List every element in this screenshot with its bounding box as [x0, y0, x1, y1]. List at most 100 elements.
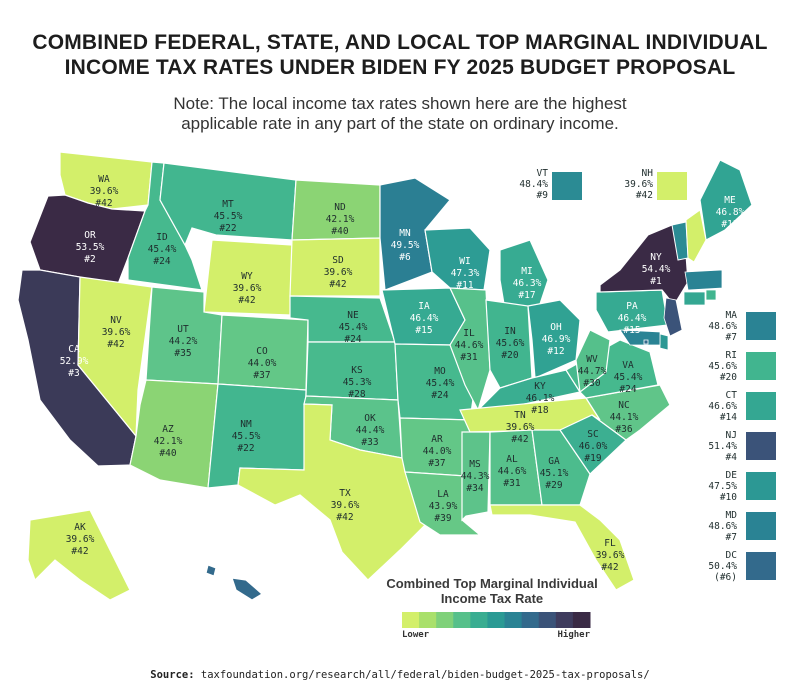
state-label-ms-abbr: MS — [469, 459, 481, 470]
state-shape-wv[interactable] — [575, 329, 611, 394]
legend-swatch-5 — [487, 612, 506, 628]
state-label-sc-rate: 46.0% — [579, 441, 608, 452]
state-label-ut-abbr: UT — [177, 324, 189, 335]
state-shape-md[interactable] — [619, 329, 661, 346]
state-label-hi-rate: 50.6% — [198, 587, 227, 598]
state-label-wv-rate: 44.7% — [578, 366, 607, 377]
side-key-swatch-ct[interactable] — [746, 392, 776, 420]
side-key-swatch-dc[interactable] — [746, 552, 776, 580]
side-key-swatch-md[interactable] — [746, 512, 776, 540]
state-label-me-abbr: ME — [724, 195, 736, 206]
state-label-al-rank: #31 — [503, 478, 520, 489]
callout-vt-abbr: VT — [537, 168, 549, 179]
state-shape-ga[interactable] — [531, 429, 591, 506]
side-key-swatch-ma[interactable] — [746, 312, 776, 340]
state-shape-fl[interactable] — [489, 504, 635, 591]
legend-title-line-2: Income Tax Rate — [441, 591, 543, 606]
map-note: Note: The local income tax rates shown h… — [0, 94, 800, 134]
callout-nh-abbr: NH — [642, 168, 654, 179]
state-label-hi-rank: #5 — [206, 599, 217, 610]
source-url[interactable]: taxfoundation.org/research/all/federal/b… — [200, 669, 650, 681]
state-label-fl-rank: #42 — [601, 562, 618, 573]
side-key-ma-rate: 48.6% — [708, 321, 737, 332]
state-label-ks-rank: #28 — [348, 389, 365, 400]
state-shape-ma[interactable] — [684, 269, 723, 291]
state-label-ak-rank: #42 — [71, 546, 88, 557]
side-key-nj-rank: #4 — [726, 452, 738, 463]
state-label-tn-rank: #42 — [511, 434, 528, 445]
state-label-ky-rate: 46.1% — [526, 393, 555, 404]
state-label-la-abbr: LA — [437, 489, 449, 500]
side-key-md-rank: #7 — [726, 532, 737, 543]
state-shape-ms[interactable] — [461, 431, 491, 522]
legend-high-label: Higher — [557, 629, 590, 640]
state-shape-ca[interactable] — [17, 269, 137, 467]
state-shape-de[interactable] — [659, 333, 669, 351]
state-label-mn-abbr: MN — [399, 228, 411, 239]
side-key-swatch-ri[interactable] — [746, 352, 776, 380]
legend-swatch-3 — [453, 612, 471, 628]
state-label-id-rate: 45.4% — [148, 244, 177, 255]
state-label-nm-rate: 45.5% — [232, 431, 261, 442]
state-shape-ct[interactable] — [683, 291, 706, 306]
state-shape-nc[interactable] — [585, 384, 671, 441]
state-label-ak-rate: 39.6% — [66, 534, 95, 545]
state-shape-sd[interactable] — [289, 237, 381, 297]
state-label-ak-abbr: AK — [74, 522, 86, 533]
state-label-ky-abbr: KY — [534, 381, 546, 392]
state-label-wa-abbr: WA — [98, 174, 110, 185]
state-shape-nj[interactable] — [663, 297, 683, 337]
legend-swatch-9 — [555, 612, 574, 628]
callout-vt-rate: 48.4% — [519, 179, 548, 190]
state-shape-tx[interactable] — [237, 403, 431, 581]
callout-swatch-nh[interactable] — [657, 172, 687, 200]
state-label-il-rate: 44.6% — [455, 340, 484, 351]
state-label-ut-rank: #35 — [174, 348, 191, 359]
state-shape-hi[interactable] — [205, 564, 264, 601]
state-label-mt-abbr: MT — [222, 199, 234, 210]
callout-swatch-vt[interactable] — [552, 172, 582, 200]
state-label-va-abbr: VA — [622, 360, 634, 371]
side-key-ma-abbr: MA — [726, 310, 738, 321]
state-shape-ny[interactable] — [599, 224, 689, 307]
state-shape-az[interactable] — [129, 379, 219, 489]
state-label-mo-rate: 45.4% — [426, 378, 455, 389]
state-label-la-rate: 43.9% — [429, 501, 458, 512]
state-label-ar-rate: 44.0% — [423, 446, 452, 457]
state-label-wy-rank: #42 — [238, 295, 255, 306]
state-label-tx-rank: #42 — [336, 512, 353, 523]
state-label-pa-rank: #15 — [623, 325, 640, 336]
legend-swatch-0 — [402, 612, 420, 628]
side-key-swatch-nj[interactable] — [746, 432, 776, 460]
state-shape-nh[interactable] — [685, 209, 707, 263]
state-label-nc-abbr: NC — [618, 400, 629, 411]
side-key-ct-rank: #14 — [720, 412, 737, 423]
state-label-nc-rate: 44.1% — [610, 412, 639, 423]
state-label-oh-rank: #12 — [547, 346, 564, 357]
side-key-ct-rate: 46.6% — [708, 401, 737, 412]
state-shape-ri[interactable] — [705, 289, 717, 301]
state-label-co-abbr: CO — [256, 346, 268, 357]
state-shape-ak[interactable] — [27, 509, 131, 601]
legend-low-label: Lower — [402, 630, 430, 640]
state-label-sd-abbr: SD — [332, 255, 344, 266]
state-label-ks-rate: 45.3% — [343, 377, 372, 388]
state-label-id-rank: #24 — [153, 256, 170, 267]
state-shape-dc[interactable] — [643, 339, 649, 345]
state-label-il-rank: #31 — [460, 352, 477, 363]
state-label-az-rank: #40 — [159, 448, 176, 459]
state-shape-nv[interactable] — [77, 276, 153, 438]
state-label-nm-abbr: NM — [240, 419, 252, 430]
state-label-mn-rate: 49.5% — [391, 240, 420, 251]
side-key-swatch-de[interactable] — [746, 472, 776, 500]
state-label-wv-rank: #30 — [583, 378, 600, 389]
state-label-nv-rate: 39.6% — [102, 327, 131, 338]
state-label-wa-rate: 39.6% — [90, 186, 119, 197]
state-label-ca-abbr: CA — [68, 344, 80, 355]
state-label-ne-abbr: NE — [347, 310, 359, 321]
state-label-mt-rank: #22 — [219, 223, 236, 234]
state-label-ny-abbr: NY — [650, 252, 662, 263]
